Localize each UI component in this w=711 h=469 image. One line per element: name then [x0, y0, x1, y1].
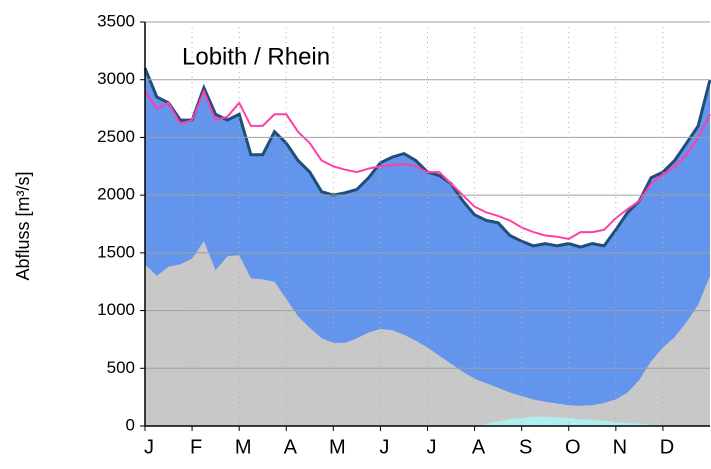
- chart-title: Lobith / Rhein: [182, 43, 330, 70]
- y-tick-label: 1000: [97, 300, 135, 319]
- x-tick-label: J: [427, 436, 437, 458]
- y-tick-label: 2000: [97, 185, 135, 204]
- x-tick-label: M: [329, 436, 346, 458]
- x-tick-label: M: [235, 436, 252, 458]
- x-tick-label: J: [144, 436, 154, 458]
- x-tick-label: O: [565, 436, 581, 458]
- x-tick-label: N: [613, 436, 627, 458]
- area: [145, 241, 710, 426]
- x-tick-label: F: [190, 436, 202, 458]
- y-tick-label: 1500: [97, 242, 135, 261]
- y-tick-label: 2500: [97, 127, 135, 146]
- x-tick-label: D: [660, 436, 674, 458]
- x-tick-label: J: [379, 436, 389, 458]
- y-tick-label: 0: [126, 415, 135, 434]
- area: [145, 416, 710, 426]
- y-tick-label: 3000: [97, 69, 135, 88]
- x-tick-label: S: [519, 436, 532, 458]
- x-tick-label: A: [284, 436, 298, 458]
- y-tick-label: 3500: [97, 11, 135, 30]
- y-tick-label: 500: [107, 358, 135, 377]
- y-axis-label: Abfluss [m³/s]: [13, 171, 33, 280]
- x-tick-label: A: [472, 436, 486, 458]
